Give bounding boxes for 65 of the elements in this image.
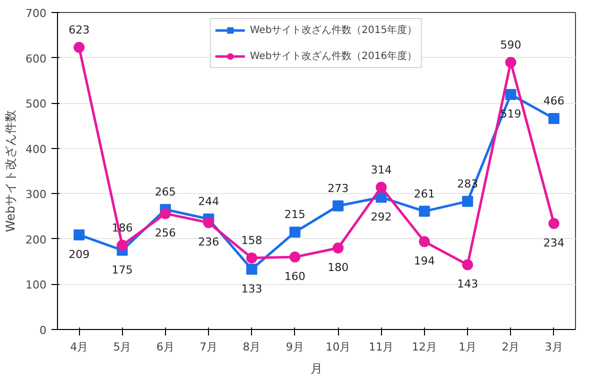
data-label: 236 (198, 236, 220, 249)
point (376, 182, 387, 193)
x-tick-label: 5月 (113, 340, 132, 354)
data-label: 194 (414, 254, 435, 268)
x-axis-title: 月 (310, 362, 322, 376)
x-tick-label: 4月 (70, 340, 88, 354)
y-tick-label: 400 (26, 142, 47, 156)
legend-label: Webサイト改ざん件数（2016年度） (250, 50, 418, 63)
point (203, 217, 214, 228)
point (116, 240, 128, 251)
data-label: 133 (241, 282, 262, 296)
data-label: 314 (370, 163, 392, 176)
y-tick-label: 300 (26, 188, 47, 202)
data-label: 466 (543, 94, 564, 108)
x-tick-label: 7月 (200, 340, 218, 354)
y-tick-label: 200 (26, 233, 47, 246)
legend-label: Webサイト改ざん件数（2015年度） (250, 24, 418, 37)
x-tick-label: 12月 (412, 340, 437, 354)
y-tick-label: 600 (26, 52, 47, 66)
point (505, 56, 516, 68)
data-label: 234 (543, 236, 564, 250)
point (160, 208, 171, 220)
data-label: 158 (241, 234, 262, 247)
y-tick-label: 0 (40, 324, 46, 337)
data-label: 256 (154, 226, 176, 240)
point (246, 264, 258, 275)
data-label: 265 (154, 185, 176, 198)
point (548, 218, 560, 230)
point (74, 229, 85, 240)
data-label: 292 (370, 210, 392, 224)
data-label: 623 (68, 23, 90, 36)
x-tick-label: 9月 (286, 340, 304, 354)
y-tick-label: 700 (26, 7, 47, 20)
y-tick-label: 100 (26, 278, 47, 292)
point (289, 226, 300, 238)
point (74, 42, 85, 53)
y-axis-title: Webサイト改ざん件数 (4, 110, 18, 232)
x-tick-label: 8月 (242, 340, 261, 354)
data-label: 143 (457, 278, 478, 291)
x-tick-label: 1月 (458, 340, 477, 354)
data-label: 160 (284, 270, 306, 284)
point (418, 206, 430, 217)
point (289, 252, 300, 263)
data-label: 175 (112, 263, 133, 276)
point (505, 88, 516, 100)
point (418, 236, 430, 248)
x-tick-label: 2月 (502, 340, 520, 354)
point (462, 196, 474, 207)
x-tick-label: 11月 (368, 340, 394, 354)
data-label: 273 (328, 182, 349, 195)
data-label: 261 (414, 187, 435, 200)
point (246, 252, 258, 264)
data-label: 244 (198, 195, 220, 208)
x-tick-label: 6月 (156, 340, 174, 354)
point (462, 259, 474, 270)
point (332, 242, 344, 254)
data-label: 215 (284, 208, 306, 222)
x-tick-label: 10月 (326, 340, 351, 354)
y-tick-label: 500 (26, 98, 47, 111)
data-label: 180 (328, 260, 349, 274)
data-label: 590 (500, 38, 522, 52)
point (332, 200, 344, 212)
point (548, 112, 560, 124)
data-label: 209 (68, 248, 90, 261)
x-tick-label: 3月 (544, 340, 563, 354)
